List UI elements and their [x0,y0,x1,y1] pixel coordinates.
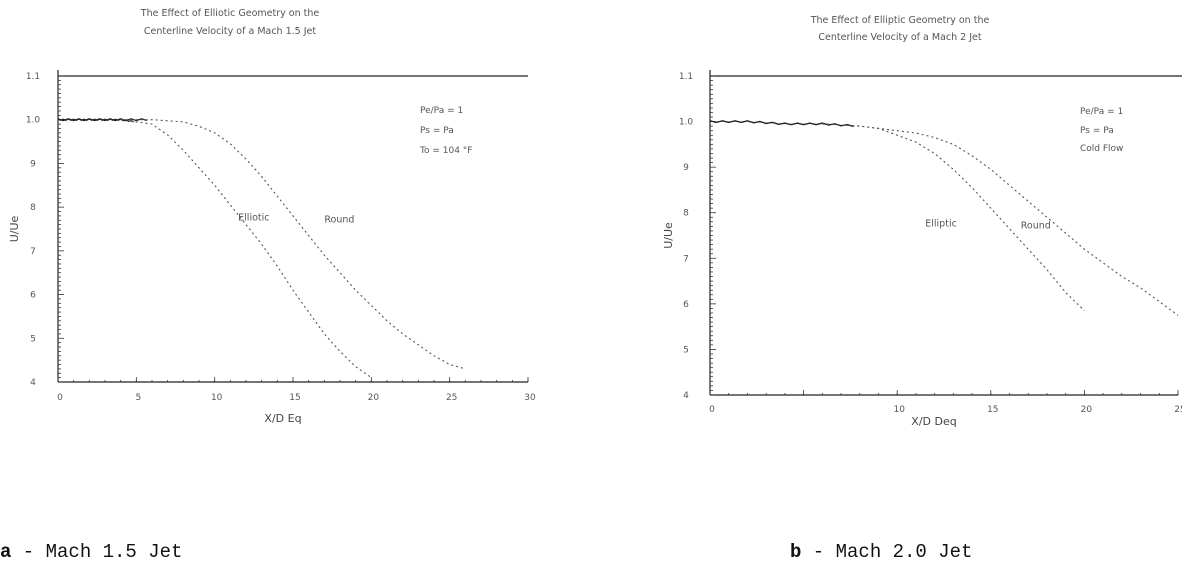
chart-title-line: The Effect of Elliotic Geometry on the [140,8,320,19]
chart-title-line: The Effect of Elliptic Geometry on the [810,15,990,26]
y-tick-label: 1.0 [679,118,694,128]
y-axis-label: U/Ue [8,215,21,242]
y-tick-label: 5 [683,345,689,355]
y-tick-label: 1.1 [26,72,40,82]
condition-annotation: Pe/Pa = 1 [1080,107,1123,117]
y-axis-label: U/Ue [662,222,675,249]
curve-label-round: Round [1021,221,1051,232]
curve-label-elliptic: Elliptic [925,218,957,229]
y-tick-label: 9 [30,159,36,169]
y-tick-label: 1.1 [679,72,693,82]
x-axis-label: X/D Eq [264,412,301,425]
y-tick-label: 7 [30,247,36,257]
x-tick-label: 15 [289,393,300,403]
x-tick-label: 0 [709,405,715,415]
y-tick-label: 4 [30,378,36,388]
condition-annotation: Pe/Pa = 1 [420,106,463,116]
condition-annotation: Cold Flow [1080,144,1123,154]
x-tick-label: 25 [446,393,457,403]
x-tick-label: 15 [987,405,998,415]
x-tick-label: 20 [1081,405,1093,415]
series-line-elliptic [822,123,1085,312]
y-tick-label: 9 [683,163,689,173]
x-axis-label: X/D Deq [911,415,956,428]
condition-annotation: To = 104 °F [419,146,472,156]
y-tick-label: 6 [30,291,36,301]
y-tick-label: 5 [30,334,36,344]
curve-label-round: Round [324,214,354,225]
curve-label-elliotic: Elliotic [238,212,269,223]
y-tick-label: 8 [30,203,36,213]
x-tick-label: 10 [211,393,223,403]
x-tick-label: 30 [524,393,536,403]
condition-annotation: Ps = Pa [420,126,454,136]
y-tick-label: 8 [683,209,689,219]
x-tick-label: 25 [1174,405,1182,415]
caption-b: b - Mach 2.0 Jet [790,541,972,563]
series-line-round-near-field [57,118,147,122]
y-tick-label: 7 [683,254,689,264]
y-tick-label: 1.0 [26,116,41,126]
caption-b-text: - Mach 2.0 Jet [801,541,973,563]
y-tick-label: 4 [683,391,689,401]
series-line-round-near-field [709,120,854,128]
caption-a-letter: a [0,541,12,563]
series-line-round [822,123,1179,316]
x-tick-label: 20 [368,393,380,403]
caption-a-text: - Mach 1.5 Jet [11,541,183,563]
chart-title-line: Centerline Velocity of a Mach 1.5 Jet [144,26,316,37]
chart-title-line: Centerline Velocity of a Mach 2 Jet [818,32,981,43]
condition-annotation: Ps = Pa [1080,126,1114,136]
series-line-round [120,119,466,370]
x-tick-label: 0 [57,393,63,403]
y-tick-label: 6 [683,300,689,310]
chart-b: The Effect of Elliptic Geometry on the Ce… [662,15,1182,428]
caption-a: a - Mach 1.5 Jet [0,541,182,563]
caption-b-letter: b [790,541,802,563]
x-tick-label: 5 [135,393,141,403]
x-tick-label: 10 [893,405,905,415]
chart-a: The Effect of Elliotic Geometry on the Ce… [8,8,536,425]
